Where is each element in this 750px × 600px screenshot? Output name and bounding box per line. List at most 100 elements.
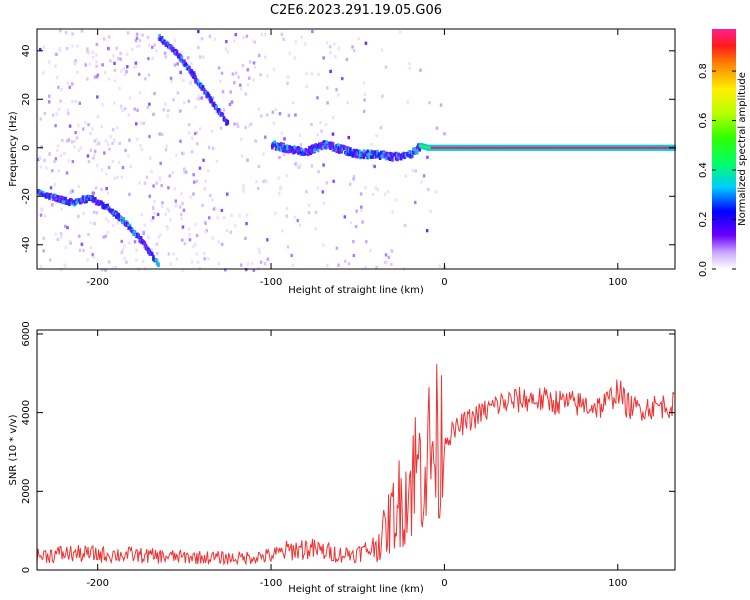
track-cell [513, 146, 516, 149]
spectrogram-cell [57, 85, 60, 89]
track-cell [541, 146, 544, 149]
spectrogram-cell [97, 141, 101, 145]
spectrogram-cell [285, 206, 289, 211]
spectrogram-cell [82, 248, 85, 253]
track-cell [568, 146, 571, 149]
spectrogram-tracks [37, 34, 676, 268]
track-cell [180, 55, 184, 59]
y-tick-label: 4000 [21, 400, 32, 425]
spectrogram-cell [183, 242, 187, 246]
spectrogram-cell [150, 218, 153, 223]
spectrogram-cell [299, 143, 303, 147]
spectrogram-cell [204, 230, 207, 234]
spectrogram-cell [55, 75, 59, 80]
spectrogram-cell [37, 157, 40, 162]
spectrogram-cell [95, 60, 98, 64]
spectrogram-cell [100, 268, 104, 272]
spectrogram-cell [380, 48, 384, 52]
spectrogram-cell [335, 88, 338, 92]
track-cell [573, 146, 576, 149]
track-cell [596, 146, 599, 149]
spectrogram-cell [171, 170, 175, 175]
spectrogram-cell [247, 124, 251, 128]
spectrogram-cell [178, 205, 182, 209]
spectrogram-cell [202, 55, 205, 59]
spectrogram-cell [352, 240, 355, 244]
spectrogram-cell [190, 150, 194, 154]
y-tick-label: 2000 [21, 479, 32, 504]
spectrogram-cell [349, 182, 352, 186]
track-cell [91, 195, 95, 199]
spectrogram-cell [325, 264, 329, 268]
spectrogram-cell [233, 224, 237, 228]
track-cell [80, 200, 83, 204]
spectrogram-cell [286, 245, 290, 249]
spectrogram-cell [54, 52, 57, 56]
spectrogram-cell [148, 102, 151, 106]
spectrogram-cell [411, 168, 415, 173]
track-cell [496, 146, 499, 149]
spectrogram-cell [291, 263, 295, 268]
spectrogram-cell [181, 238, 184, 242]
spectrogram-cell [67, 138, 71, 142]
track-cell [323, 140, 326, 144]
track-cell [511, 146, 514, 149]
spectrogram-cell [59, 235, 63, 239]
track-cell [490, 146, 493, 149]
spectrogram-cell [357, 37, 361, 41]
spectrogram-cell [57, 107, 61, 112]
spectrogram-cell [73, 145, 76, 149]
track-cell [471, 146, 474, 149]
track-cell [560, 146, 564, 149]
spectrogram-cell [363, 98, 366, 102]
track-cell [196, 79, 200, 83]
spectrogram-cell [428, 101, 431, 105]
spectrogram-cell [174, 199, 178, 203]
spectrogram-cell [374, 186, 378, 190]
spectrogram-cell [66, 111, 70, 116]
spectrogram-cell [160, 183, 163, 188]
track-cell [459, 146, 462, 149]
spectrogram-cell [246, 68, 250, 72]
spectrogram-cell [133, 107, 137, 111]
spectrogram-cell [298, 133, 302, 137]
spectrogram-cell [200, 96, 203, 100]
track-cell [660, 146, 663, 149]
spectrogram-cell [265, 179, 268, 184]
spectrogram-cell [207, 169, 210, 173]
spectrogram-cell [195, 179, 199, 183]
track-cell [461, 146, 464, 149]
track-cell [150, 252, 154, 256]
spectrogram-cell [158, 132, 161, 136]
spectrogram-cell [86, 77, 89, 81]
spectrogram-cell [100, 125, 103, 129]
track-cell [429, 146, 432, 149]
colorbar-tick-label: 0.8 [698, 63, 709, 79]
spectrogram-cell [142, 121, 145, 125]
spectrogram-cell [195, 252, 199, 256]
spectrogram-cell [161, 201, 164, 205]
track-cell [297, 146, 300, 150]
spectrogram-cell [182, 170, 186, 174]
spectrogram-cell [371, 192, 375, 196]
spectrogram-cell [169, 218, 172, 222]
spectrogram-cell [252, 268, 256, 272]
colorbar-label: Normalized spectral amplitude [737, 72, 748, 226]
spectrogram-cell [293, 56, 296, 60]
spectrogram-cell [288, 51, 292, 55]
track-cell [492, 146, 495, 149]
spectrogram-cell [86, 154, 90, 158]
spectrogram-cell [104, 217, 108, 221]
spectrogram-cell [54, 124, 57, 128]
track-cell [143, 241, 147, 245]
spectrogram-cell [135, 248, 138, 252]
track-cell [640, 146, 643, 149]
spectrogram-cell [189, 195, 192, 199]
track-cell [415, 150, 419, 155]
spectrogram-cell [167, 209, 171, 213]
spectrogram-cell [111, 141, 114, 145]
spectrogram-cell [58, 49, 62, 53]
spectrogram-cell [104, 70, 107, 75]
spectrogram-cell [101, 63, 104, 67]
colorbar: 0.0 0.2 0.4 0.6 0.8 Normalized spectral ampl… [698, 29, 748, 277]
